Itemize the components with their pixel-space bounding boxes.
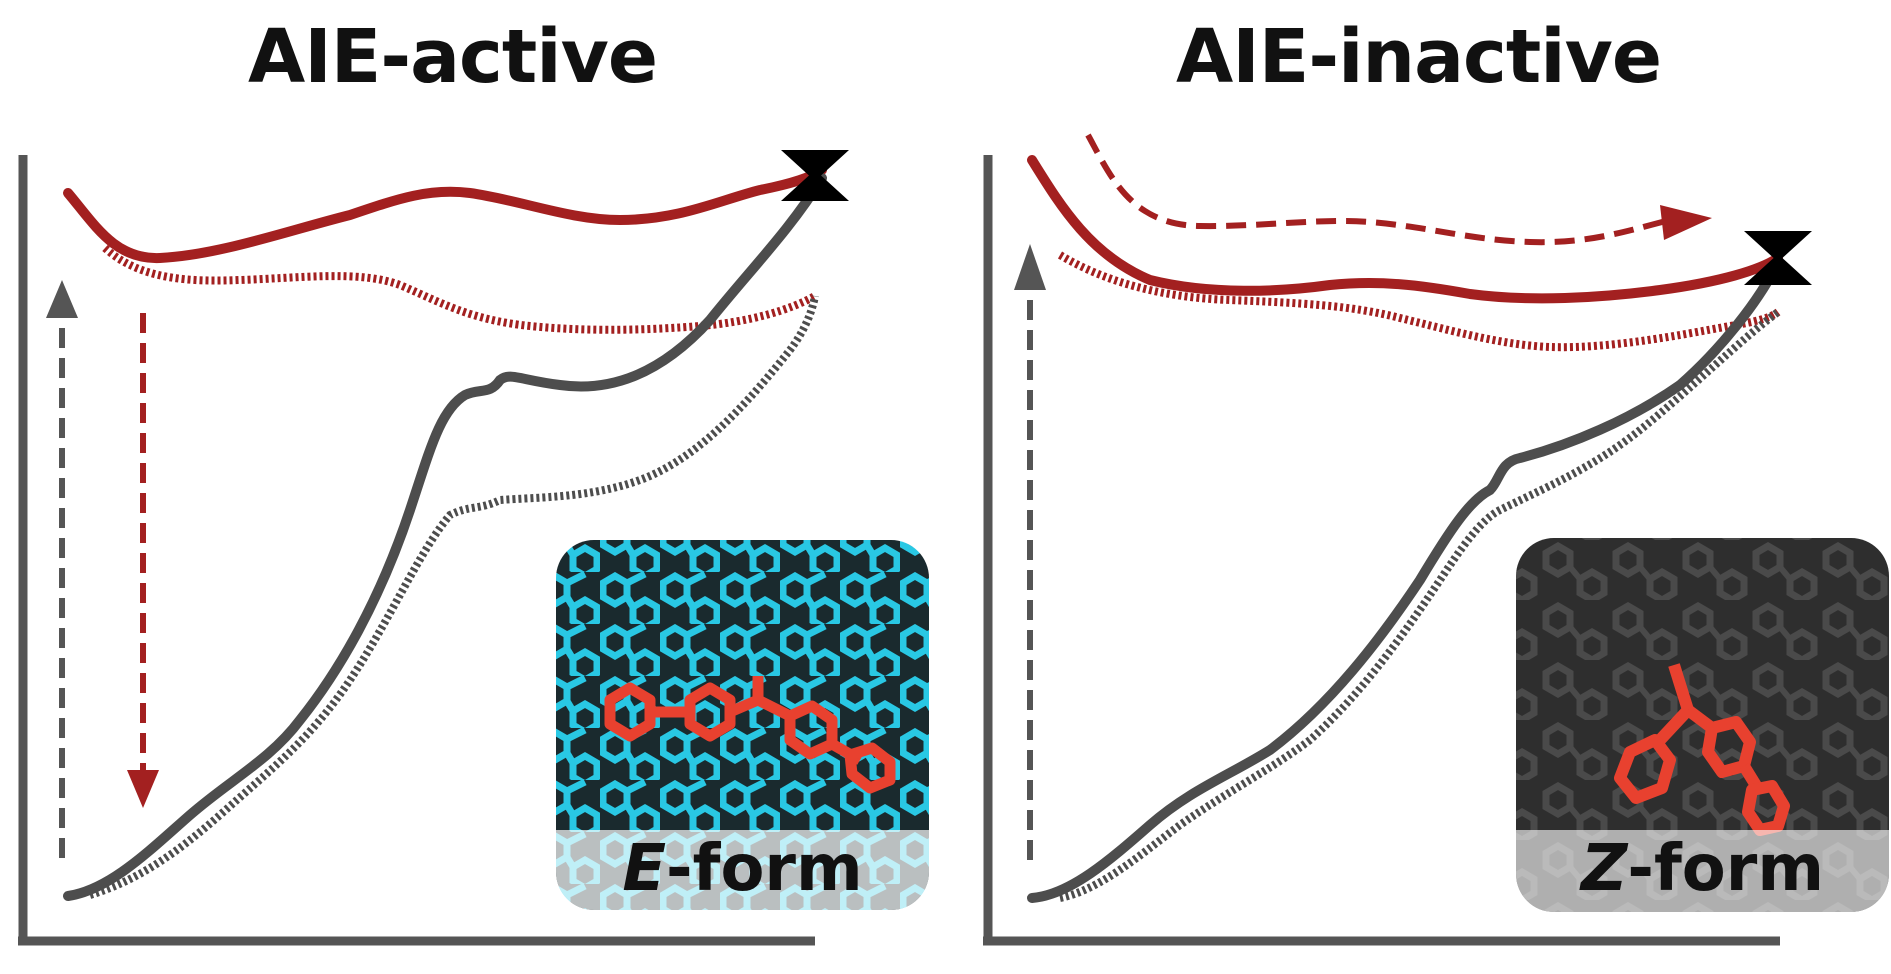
emission-arrow-icon <box>127 313 159 808</box>
inset-z-form <box>1516 538 1889 912</box>
form-letter-z: Z <box>1580 832 1628 906</box>
nonradiative-path-arrow-icon <box>1085 133 1712 246</box>
ground-state-curve-left <box>63 173 827 901</box>
panel-title-aie-active: AIE-active <box>248 14 658 100</box>
inset-e-form <box>556 540 929 910</box>
axes-left <box>18 155 815 946</box>
excited-state-curve-right <box>1027 155 1783 304</box>
inset-caption-z-form: Z-form <box>1516 832 1889 906</box>
form-suffix-z: -form <box>1627 832 1825 906</box>
axes-right <box>983 155 1780 946</box>
highlight-molecule-z <box>1614 663 1790 836</box>
highlight-molecule-e <box>604 676 896 794</box>
absorption-arrow-icon <box>46 280 78 858</box>
panel-title-aie-inactive: AIE-inactive <box>1176 14 1662 100</box>
form-suffix-e: -form <box>666 832 863 906</box>
absorption-arrow-icon <box>1014 244 1046 860</box>
conical-intersection-icon <box>1744 231 1812 285</box>
excited-state-curve-dotted-right <box>1057 251 1781 352</box>
excited-state-curve-left <box>63 165 827 264</box>
ground-state-curve-right <box>1027 257 1783 903</box>
ground-state-curve-dotted-left <box>88 295 819 899</box>
excited-state-curve-dotted-left <box>102 245 817 334</box>
form-letter-e: E <box>622 832 667 906</box>
inset-caption-e-form: E-form <box>556 832 929 906</box>
conical-intersection-icon <box>781 150 849 201</box>
